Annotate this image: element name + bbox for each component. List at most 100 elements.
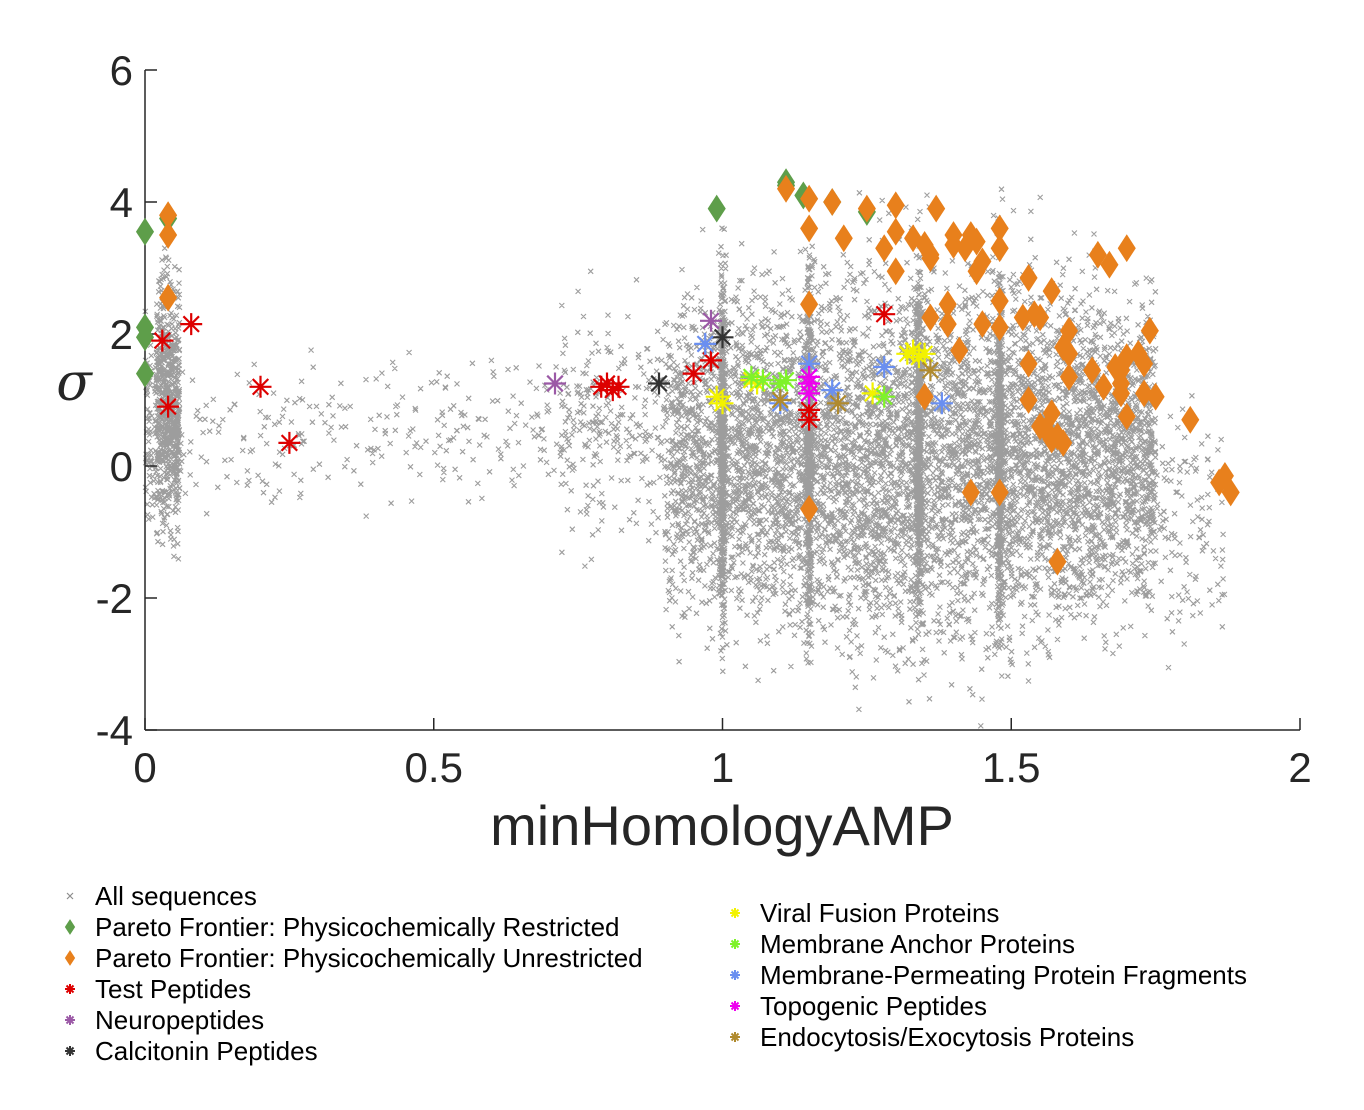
test-point <box>700 349 722 372</box>
legend-item: Test Peptides <box>65 974 251 1004</box>
x-tick-label: 2 <box>1288 744 1311 791</box>
unrestricted-point <box>1042 277 1061 306</box>
endo-point <box>827 392 849 415</box>
test-point <box>180 313 203 336</box>
unrestricted-point <box>921 303 940 332</box>
unrestricted-point <box>1100 250 1119 279</box>
legend-label: Pareto Frontier: Physicochemically Unres… <box>95 943 643 973</box>
unrestricted-point <box>1048 547 1067 576</box>
legend-marker <box>730 908 740 918</box>
unrestricted-point <box>1094 372 1113 401</box>
unrestricted-series <box>159 174 1240 576</box>
neuro-point <box>700 309 722 332</box>
unrestricted-point <box>961 478 980 507</box>
y-tick-label: 0 <box>110 443 133 490</box>
unrestricted-point <box>834 224 853 253</box>
unrestricted-point <box>823 188 842 216</box>
legend-label: Membrane Anchor Proteins <box>760 929 1075 959</box>
viral-point <box>907 346 930 369</box>
axes <box>144 69 1301 731</box>
topogenic-point <box>798 365 821 388</box>
anchor-point <box>769 372 792 395</box>
unrestricted-point <box>800 494 819 523</box>
test-point <box>682 362 705 385</box>
legend-label: Endocytosis/Exocytosis Proteins <box>760 1022 1134 1052</box>
unrestricted-point <box>857 194 876 223</box>
calcitonin-series <box>648 326 734 395</box>
legend-marker <box>65 1046 75 1056</box>
legend-label: All sequences <box>95 881 257 911</box>
unrestricted-point <box>776 174 796 203</box>
unrestricted-point <box>1054 428 1073 457</box>
legend-item: Pareto Frontier: Physicochemically Unres… <box>64 943 643 973</box>
legend-label: Pareto Frontier: Physicochemically Restr… <box>95 912 620 942</box>
anchor-point <box>873 385 896 408</box>
unrestricted-point <box>990 234 1009 263</box>
legend-marker <box>730 1032 740 1042</box>
viral-point <box>861 382 884 405</box>
y-tick-label: 6 <box>110 47 133 94</box>
unrestricted-point <box>967 227 986 256</box>
x-tick-label: 1 <box>711 744 734 791</box>
viral-point <box>896 342 919 365</box>
legend-label: Topogenic Peptides <box>760 991 987 1021</box>
unrestricted-point <box>973 310 992 339</box>
restricted-point <box>135 217 155 246</box>
legend-item: Neuropeptides <box>65 1005 264 1035</box>
unrestricted-point <box>1059 362 1079 391</box>
legend-label: Test Peptides <box>95 974 251 1004</box>
test-series <box>151 303 896 454</box>
unrestricted-point <box>990 287 1009 315</box>
unrestricted-point <box>1221 478 1240 507</box>
endo-point <box>919 359 942 382</box>
legend-marker <box>65 1015 75 1025</box>
legend-label: Neuropeptides <box>95 1005 264 1035</box>
viral-point <box>913 342 936 365</box>
legend-item: Membrane-Permeating Protein Fragments <box>730 960 1247 990</box>
legend-marker <box>730 939 740 949</box>
legend-marker <box>65 984 75 994</box>
all-sequences-cloud <box>142 186 1228 729</box>
x-tick-label: 0.5 <box>405 744 463 791</box>
test-point <box>157 395 180 418</box>
x-tick-label: 1.5 <box>982 744 1040 791</box>
legend-marker <box>64 950 76 966</box>
legend-label: Membrane-Permeating Protein Fragments <box>760 960 1247 990</box>
unrestricted-point <box>800 214 819 243</box>
legend-item: Topogenic Peptides <box>730 991 987 1021</box>
test-point <box>873 303 896 326</box>
legend-item: Membrane Anchor Proteins <box>730 929 1075 959</box>
test-point <box>607 375 630 398</box>
x-axis-label: minHomologyAMP <box>490 794 954 857</box>
restricted-series <box>135 168 876 388</box>
legend-item: Endocytosis/Exocytosis Proteins <box>730 1022 1134 1052</box>
all-sequences-marks <box>142 186 1228 729</box>
unrestricted-point <box>1031 303 1050 332</box>
unrestricted-point <box>886 257 905 286</box>
unrestricted-point <box>1019 349 1038 378</box>
unrestricted-point <box>950 336 969 365</box>
unrestricted-point <box>944 230 963 259</box>
y-tick-label: 2 <box>110 311 133 358</box>
unrestricted-point <box>800 290 819 319</box>
y-tick-label: 4 <box>110 179 133 226</box>
test-point <box>151 329 174 352</box>
restricted-point <box>135 323 155 352</box>
endo-series <box>769 359 942 415</box>
anchor-point <box>740 365 763 388</box>
unrestricted-point <box>1111 379 1131 408</box>
unrestricted-point <box>921 244 940 273</box>
legend-item: Viral Fusion Proteins <box>730 898 999 928</box>
unrestricted-point <box>159 221 178 249</box>
unrestricted-point <box>1181 405 1200 434</box>
unrestricted-point <box>886 217 905 246</box>
legend-item: All sequences <box>66 881 257 911</box>
y-axis-label: σ <box>56 353 93 413</box>
calcitonin-point <box>711 326 734 349</box>
unrestricted-point <box>1088 240 1107 269</box>
y-tick-label: -2 <box>96 575 133 622</box>
unrestricted-point <box>938 310 957 339</box>
unrestricted-point <box>1042 399 1061 428</box>
